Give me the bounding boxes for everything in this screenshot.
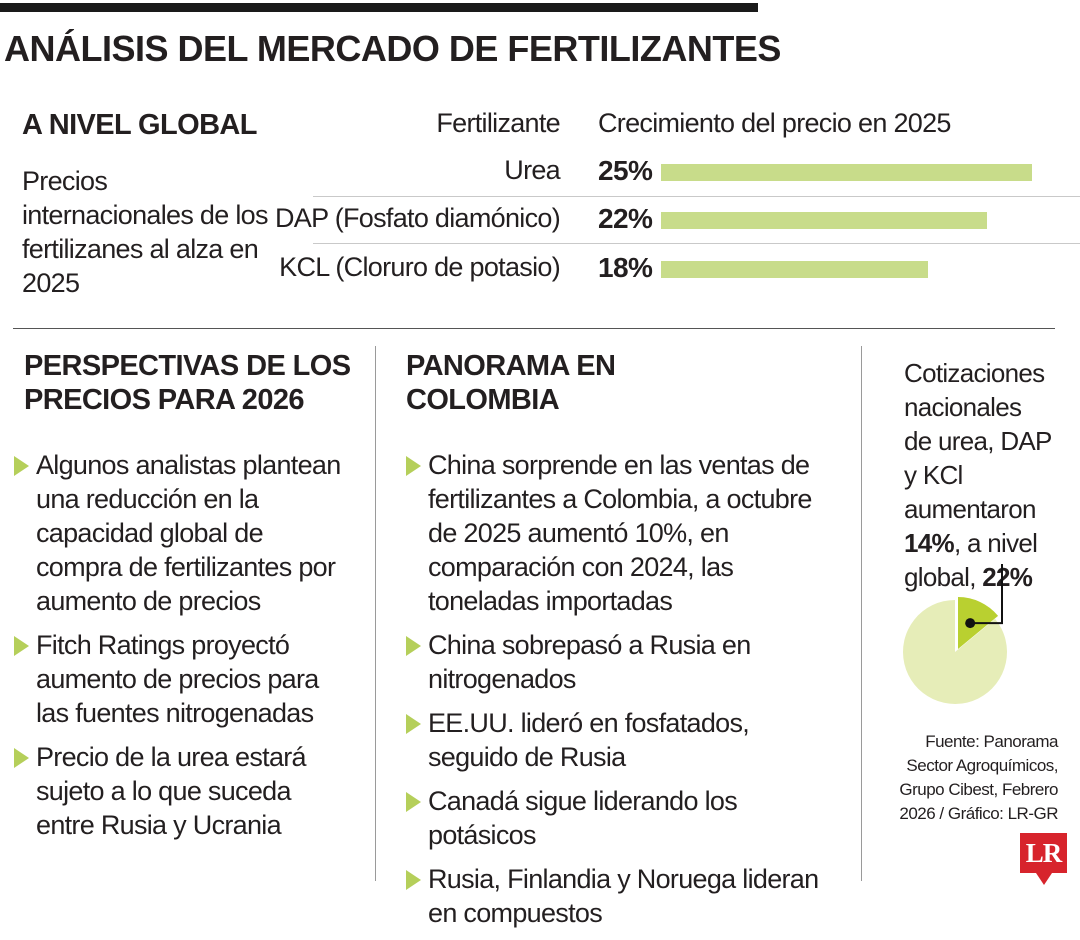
pie-leader-line <box>970 564 1003 625</box>
national-text-middle: , a nivel global, <box>904 528 1038 592</box>
pie-chart <box>903 564 1007 704</box>
list-item: Algunos analistas plantean una reducción… <box>14 448 352 618</box>
bullet-triangle-icon <box>14 748 29 768</box>
section-divider <box>13 328 1055 329</box>
lr-logo-tail <box>1036 873 1052 885</box>
colombia-list: China sorprende en las ventas de fertili… <box>406 448 836 940</box>
row-separator <box>313 196 1080 197</box>
bar-category-label: Urea <box>504 155 560 185</box>
bar <box>661 212 987 229</box>
perspectives-list: Algunos analistas plantean una reducción… <box>14 448 352 852</box>
perspectives-heading: PERSPECTIVAS DE LOS PRECIOS PARA 2026 <box>24 350 351 416</box>
list-item-text: EE.UU. lideró en fosfatados, seguido de … <box>428 708 750 772</box>
list-item-text: Rusia, Finlandia y Noruega lideran en co… <box>428 864 819 928</box>
list-item: EE.UU. lideró en fosfatados, seguido de … <box>406 706 836 774</box>
bar-category-label: KCL (Cloruro de potasio) <box>279 252 561 282</box>
pie-leader-dot <box>965 618 976 629</box>
bar <box>661 261 928 278</box>
list-item: Precio de la urea estará sujeto a lo que… <box>14 740 352 842</box>
top-rule <box>0 3 758 12</box>
bar-value-label: 22% <box>598 203 653 234</box>
bar <box>661 164 1032 181</box>
national-text-before: Cotizaciones nacionales de urea, DAP y K… <box>904 358 1052 524</box>
list-item: Fitch Ratings proyectó aumento de precio… <box>14 628 352 730</box>
global-description: Precios internacionales de los fertiliza… <box>22 166 268 298</box>
bullet-triangle-icon <box>406 870 421 890</box>
colombia-heading: PANORAMA EN COLOMBIA <box>406 350 616 416</box>
list-item: Rusia, Finlandia y Noruega lideran en co… <box>406 862 836 930</box>
bullet-triangle-icon <box>406 636 421 656</box>
list-item: China sobrepasó a Rusia en nitrogenados <box>406 628 836 696</box>
list-item: Canadá sigue liderando los potásicos <box>406 784 836 852</box>
lr-logo: LR <box>1020 833 1067 873</box>
row-separator <box>313 243 1080 244</box>
source-note: Fuente: Panorama Sector Agroquímicos, Gr… <box>899 732 1058 823</box>
global-heading: A NIVEL GLOBAL <box>22 109 257 141</box>
list-item-text: Precio de la urea estará sujeto a lo que… <box>36 742 307 840</box>
global-pct: 22% <box>982 562 1033 592</box>
column-divider <box>861 346 862 881</box>
column-divider <box>375 346 376 881</box>
national-pct: 14% <box>904 528 955 558</box>
bar-value-label: 25% <box>598 155 653 186</box>
national-prices-text: Cotizaciones nacionales de urea, DAP y K… <box>904 356 1054 594</box>
column-header-fertilizer: Fertilizante <box>436 108 560 138</box>
bullet-triangle-icon <box>406 714 421 734</box>
pie-slice-rest <box>903 600 1007 704</box>
column-header-growth: Crecimiento del precio en 2025 <box>598 108 951 138</box>
list-item-text: Algunos analistas plantean una reducción… <box>36 450 341 616</box>
list-item-text: China sobrepasó a Rusia en nitrogenados <box>428 630 751 694</box>
bar-category-label: DAP (Fosfato diamónico) <box>274 203 561 233</box>
list-item: China sorprende en las ventas de fertili… <box>406 448 836 618</box>
main-title: ANÁLISIS DEL MERCADO DE FERTILIZANTES <box>4 28 781 69</box>
bullet-triangle-icon <box>14 636 29 656</box>
bar-value-label: 18% <box>598 252 653 283</box>
list-item-text: Fitch Ratings proyectó aumento de precio… <box>36 630 319 728</box>
bullet-triangle-icon <box>406 792 421 812</box>
list-item-text: China sorprende en las ventas de fertili… <box>428 450 812 616</box>
bullet-triangle-icon <box>14 456 29 476</box>
bullet-triangle-icon <box>406 456 421 476</box>
list-item-text: Canadá sigue liderando los potásicos <box>428 786 738 850</box>
